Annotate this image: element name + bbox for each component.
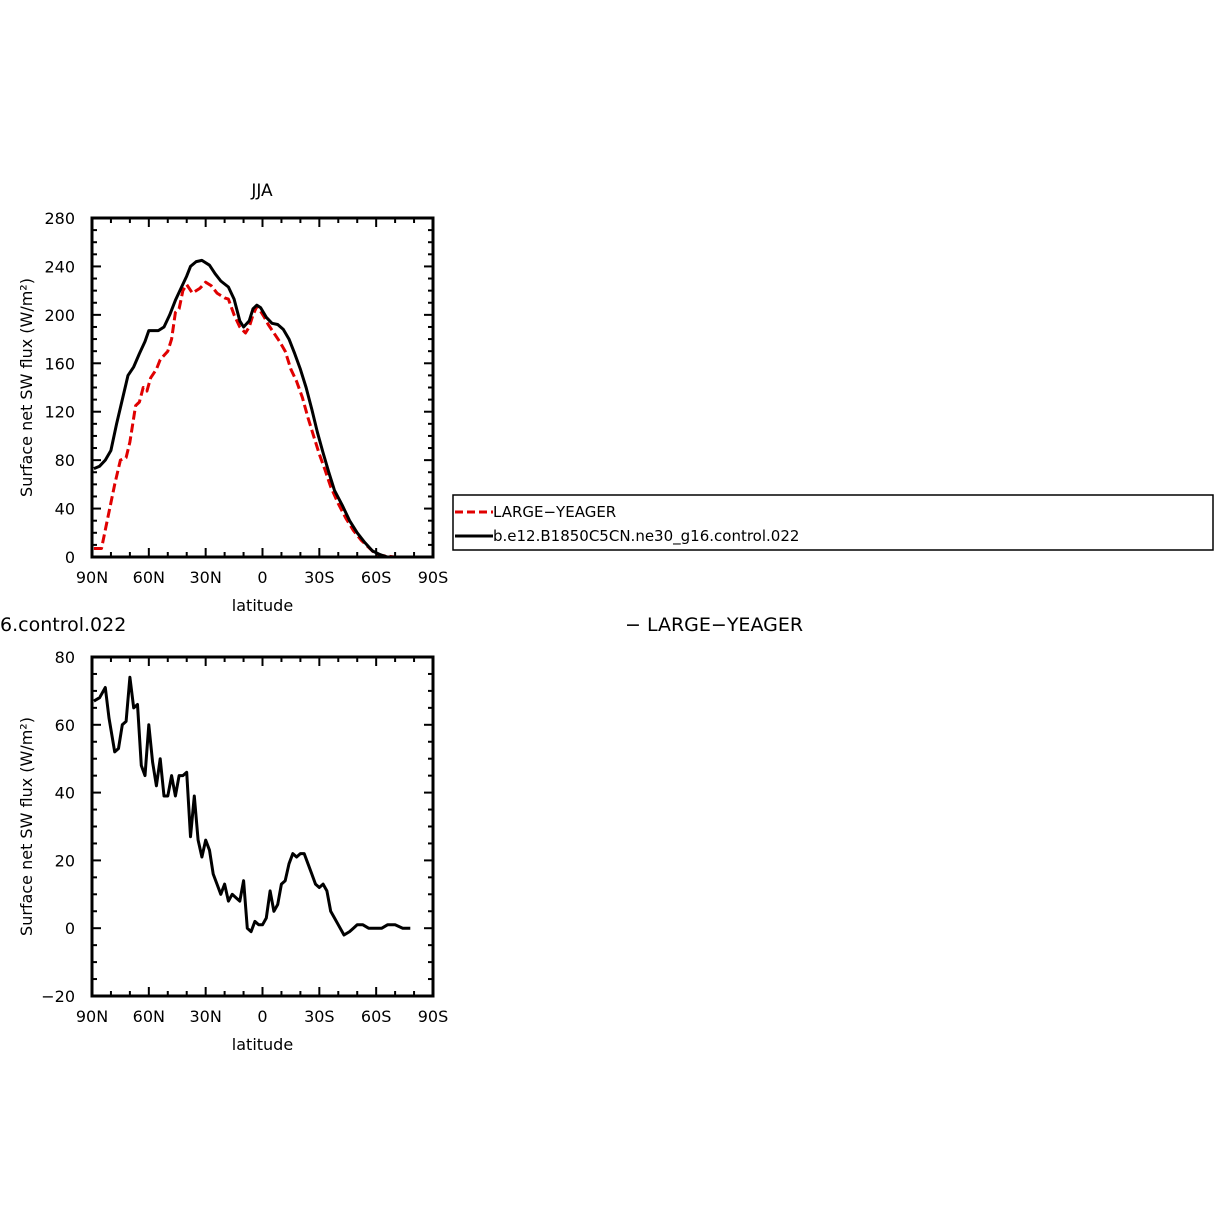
legend-label-large-yeager: LARGE−YEAGER — [493, 503, 616, 521]
bottom-x-tick-label: 60S — [361, 1007, 392, 1026]
top-x-tick-label: 0 — [257, 568, 267, 587]
legend-box — [452, 494, 1214, 551]
bottom-x-tick-label: 90N — [76, 1007, 108, 1026]
top-y-tick-label: 160 — [44, 354, 75, 373]
top-chart: 90N 60N 30N 0 30S 60S 90S 0 40 80 120 160 200 240 280 l… — [17, 209, 448, 615]
top-y-tick-label: 0 — [65, 548, 75, 567]
bottom-y-tick-label: −20 — [41, 987, 75, 1006]
top-x-tick-label: 90N — [76, 568, 108, 587]
bottom-series-line-0 — [93, 675, 411, 937]
top-y-tick-label: 120 — [44, 403, 75, 422]
top-x-tick-label: 30N — [190, 568, 222, 587]
bottom-chart: 90N 60N 30N 0 30S 60S 90S −20 0 20 40 60 80 latitude S… — [17, 648, 448, 1054]
bottom-x-tick-label: 0 — [257, 1007, 267, 1026]
top-series-line-1 — [93, 258, 433, 559]
bottom-x-axis-label: latitude — [232, 1035, 293, 1054]
bottom-y-tick-label: 60 — [55, 716, 75, 735]
bottom-y-tick-label: 20 — [55, 851, 75, 870]
top-y-tick-label: 280 — [44, 209, 75, 228]
top-x-tick-label: 30S — [304, 568, 335, 587]
top-y-tick-label: 40 — [55, 500, 75, 519]
bottom-y-tick-label: 80 — [55, 648, 75, 667]
bottom-x-tick-label: 30N — [190, 1007, 222, 1026]
top-x-axis-label: latitude — [232, 596, 293, 615]
legend-label-control: b.e12.B1850C5CN.ne30_g16.control.022 — [493, 527, 799, 546]
bottom-y-tick-label: 40 — [55, 784, 75, 803]
top-series-line-0 — [93, 280, 433, 559]
bottom-x-tick-label: 60N — [133, 1007, 165, 1026]
bottom-x-tick-label: 90S — [418, 1007, 449, 1026]
bottom-chart-title-right: − LARGE−YEAGER — [625, 614, 803, 636]
top-y-axis-label: Surface net SW flux (W/m²) — [17, 278, 36, 497]
top-chart-title: JJA — [250, 181, 273, 201]
legend: LARGE−YEAGER b.e12.B1850C5CN.ne30_g16.co… — [452, 494, 1214, 551]
top-y-tick-label: 240 — [44, 257, 75, 276]
top-y-tick-label: 80 — [55, 451, 75, 470]
bottom-x-tick-label: 30S — [304, 1007, 335, 1026]
bottom-chart-title-left: 6.control.022 — [0, 614, 126, 636]
top-y-tick-label: 200 — [44, 306, 75, 325]
bottom-y-tick-label: 0 — [65, 919, 75, 938]
bottom-y-axis-label: Surface net SW flux (W/m²) — [17, 717, 36, 936]
top-x-tick-label: 60S — [361, 568, 392, 587]
top-x-tick-label: 90S — [418, 568, 449, 587]
top-x-tick-label: 60N — [133, 568, 165, 587]
bottom-plot-frame — [90, 655, 435, 998]
